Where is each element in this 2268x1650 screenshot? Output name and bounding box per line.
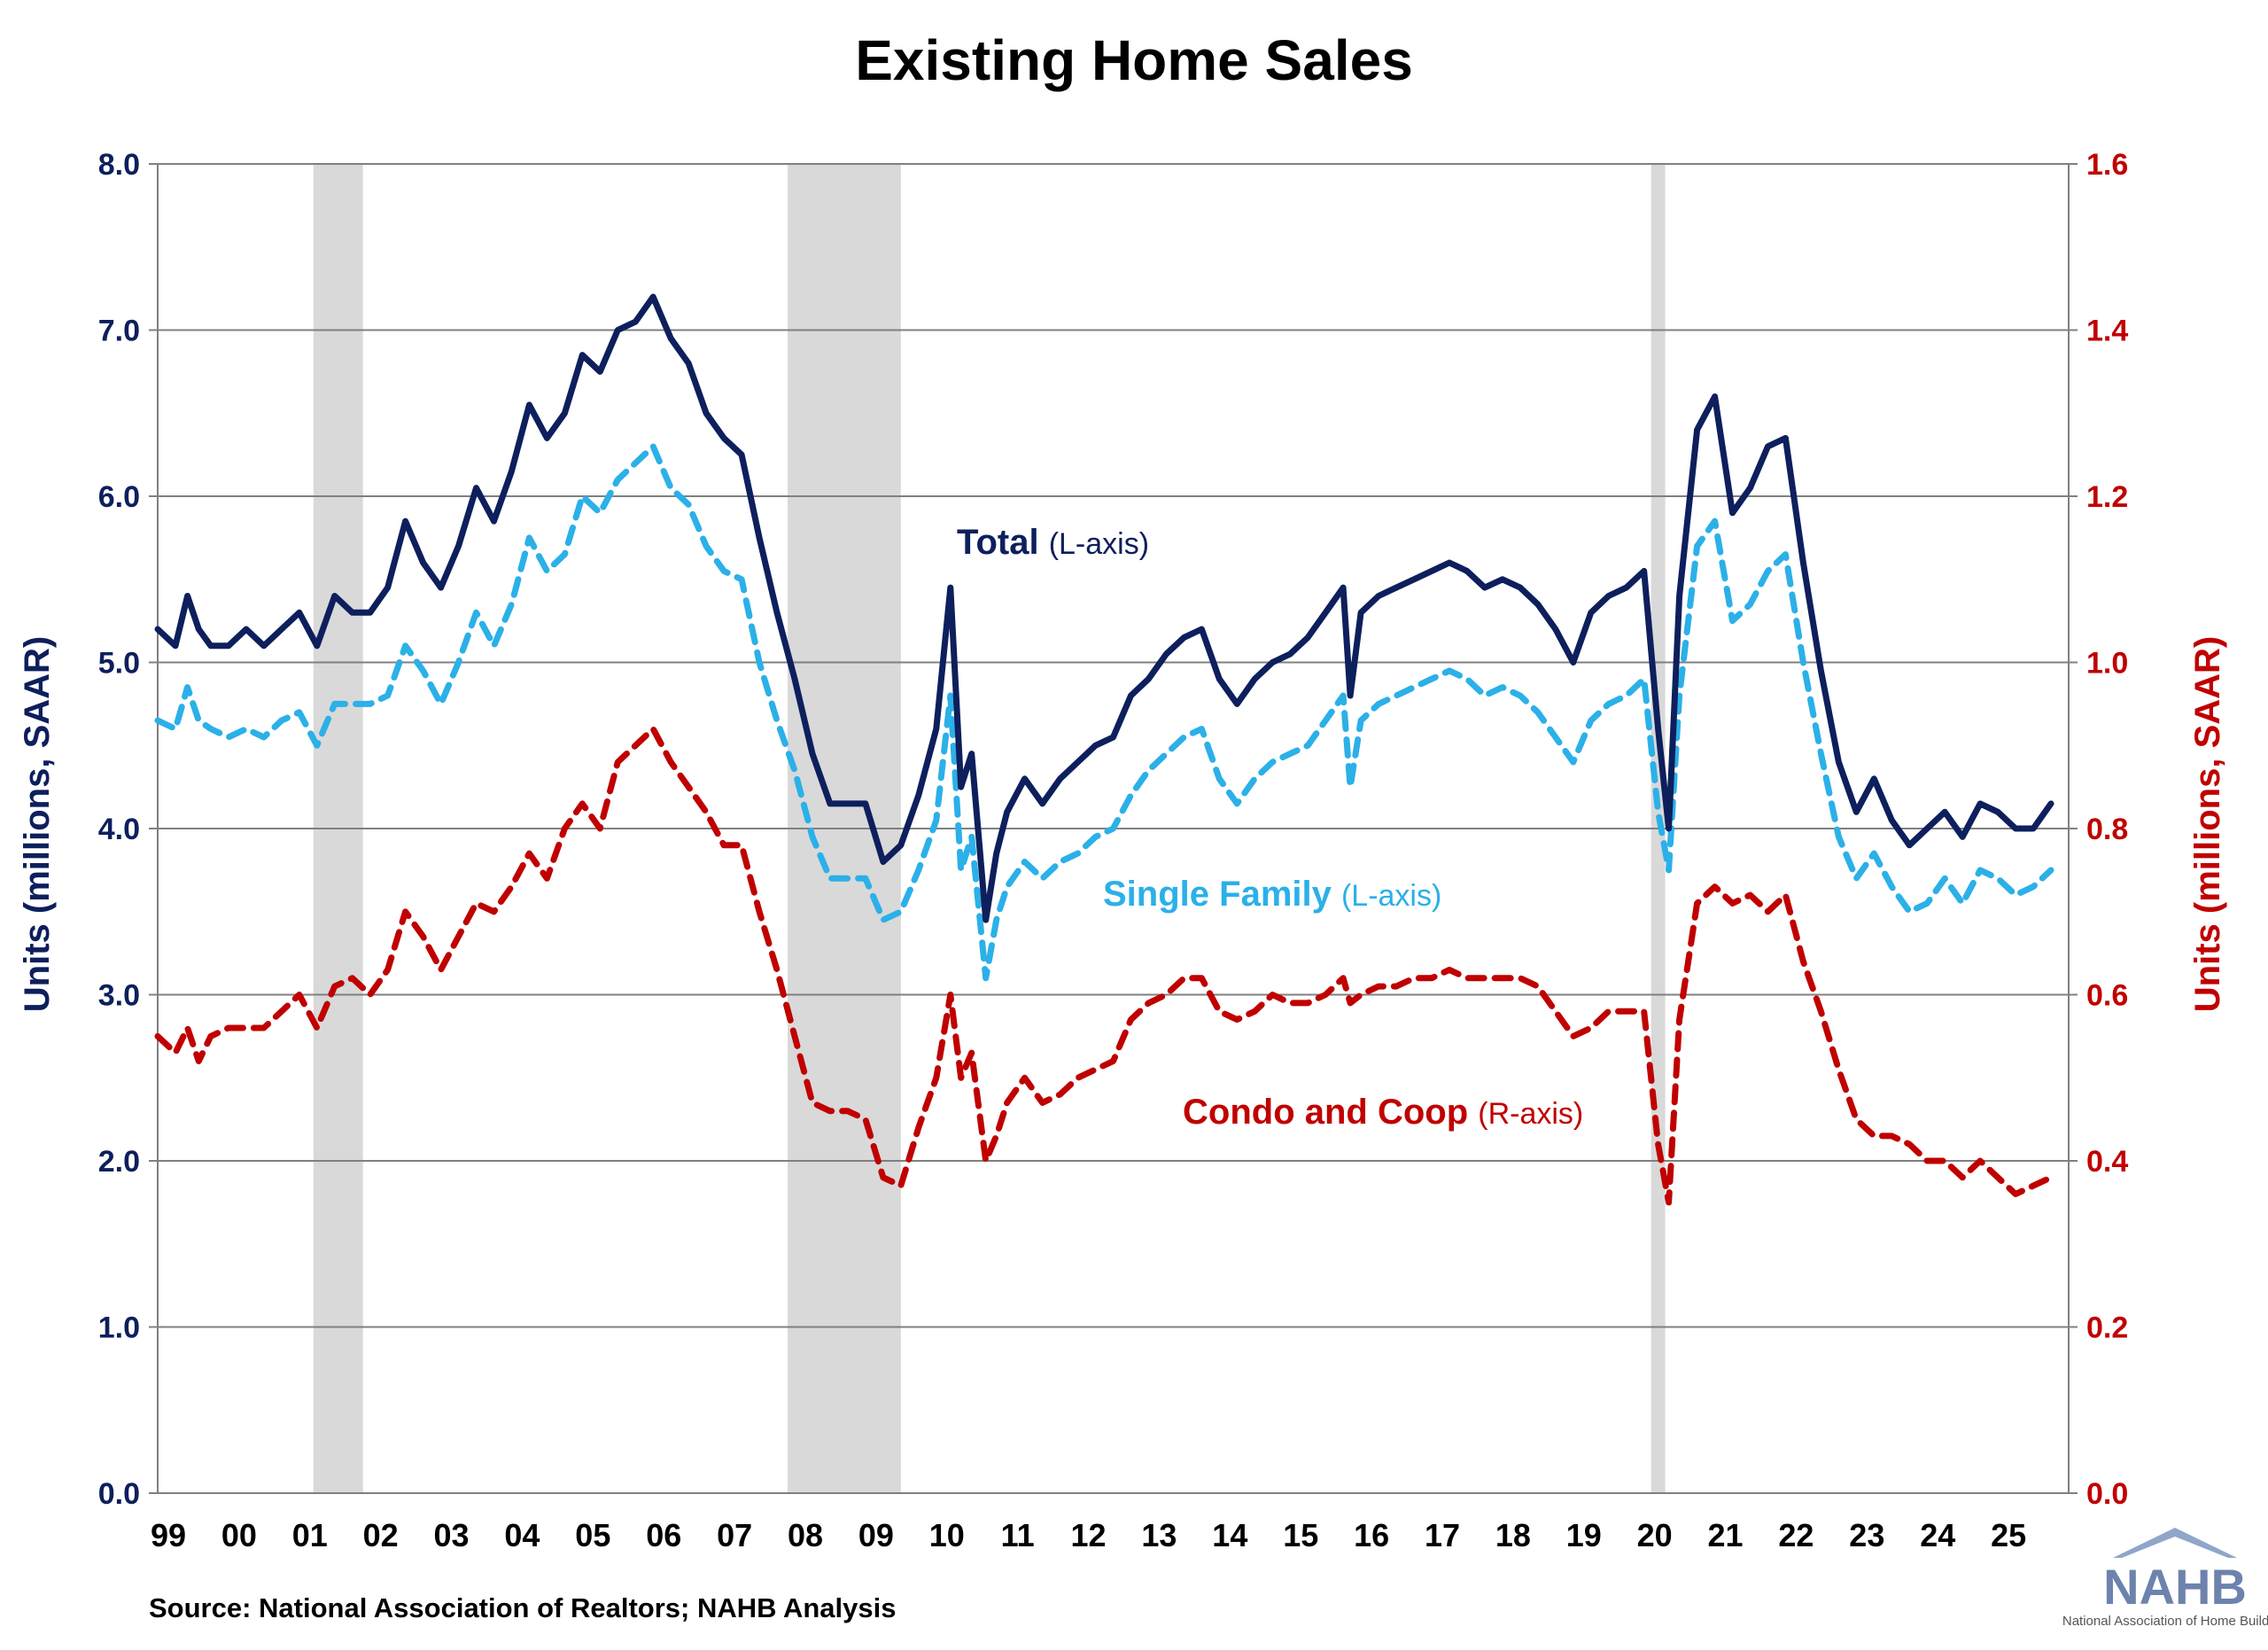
logo-subtitle: National Association of Home Builders — [2062, 1614, 2268, 1629]
right-tick-label: 1.0 — [2086, 647, 2128, 681]
left-tick-label: 7.0 — [98, 315, 140, 348]
x-tick-label: 00 — [221, 1517, 257, 1553]
left-tick-label: 4.0 — [98, 813, 140, 846]
x-tick-label: 09 — [858, 1517, 894, 1553]
annotation-series-name: Total — [957, 523, 1049, 562]
x-tick-label: 12 — [1071, 1517, 1107, 1553]
x-tick-label: 14 — [1212, 1517, 1247, 1553]
annotation-series-name: Condo and Coop — [1183, 1093, 1478, 1132]
right-tick-label: 1.2 — [2086, 480, 2128, 514]
left-axis-label: Units (millions, SAAR) — [18, 636, 57, 1012]
x-tick-label: 07 — [717, 1517, 752, 1553]
nahb-logo: NAHB National Association of Home Builde… — [2062, 1528, 2268, 1629]
right-axis-label: Units (millions, SAAR) — [2188, 636, 2227, 1012]
x-tick-label: 19 — [1566, 1517, 1602, 1553]
x-tick-label: 16 — [1354, 1517, 1389, 1553]
x-tick-label: 18 — [1495, 1517, 1531, 1553]
x-tick-label: 01 — [292, 1517, 328, 1553]
x-tick-label: 13 — [1141, 1517, 1177, 1553]
house-roof-icon — [2113, 1528, 2237, 1558]
gridlines — [158, 163, 2069, 1328]
left-tick-label: 8.0 — [98, 148, 140, 182]
left-tick-label: 2.0 — [98, 1145, 140, 1179]
left-tick-label: 1.0 — [98, 1311, 140, 1345]
x-tick-label: 10 — [929, 1517, 965, 1553]
right-tick-label: 0.4 — [2086, 1145, 2128, 1179]
x-tick-label: 02 — [363, 1517, 399, 1553]
right-tick-label: 0.0 — [2086, 1477, 2128, 1511]
x-tick-label: 24 — [1920, 1517, 1955, 1553]
x-tick-label: 06 — [646, 1517, 681, 1553]
left-tick-label: 3.0 — [98, 979, 140, 1013]
left-tick-label: 0.0 — [98, 1477, 140, 1511]
series-line-total — [154, 293, 2054, 923]
x-tick-label: 23 — [1849, 1517, 1884, 1553]
right-tick-label: 0.8 — [2086, 813, 2128, 846]
series-lines — [154, 293, 2054, 1206]
x-tick-label: 20 — [1637, 1517, 1673, 1553]
left-tick-label: 6.0 — [98, 480, 140, 514]
right-tick-label: 0.6 — [2086, 979, 2128, 1013]
x-tick-label: 08 — [788, 1517, 823, 1553]
annotation-axis-note: (R-axis) — [1478, 1097, 1583, 1131]
tick-labels: 0.0 1.0 2.0 3.0 4.0 5.0 6.0 7.0 8.0 0.0 0.2 0.4 0.6 0… — [98, 148, 2129, 1553]
chart-title: Existing Home Sales — [855, 28, 1413, 92]
x-tick-label: 04 — [504, 1517, 540, 1553]
series-line-condo-and-coop — [154, 726, 2054, 1206]
annotation-axis-note: (L-axis) — [1341, 879, 1441, 913]
x-tick-label: 21 — [1708, 1517, 1744, 1553]
source-note: Source: National Association of Realtors… — [149, 1592, 896, 1623]
x-tick-label: 11 — [1001, 1517, 1035, 1553]
x-tick-label: 15 — [1283, 1517, 1318, 1553]
axes — [149, 163, 2078, 1494]
annotation-condo-and-coop: Condo and Coop (R-axis) — [1183, 1093, 1583, 1132]
annotation-series-name: Single Family — [1103, 875, 1341, 914]
x-tick-label: 03 — [434, 1517, 470, 1553]
annotation-total: Total (L-axis) — [957, 523, 1149, 562]
logo-text: NAHB — [2103, 1559, 2247, 1615]
right-tick-label: 1.4 — [2086, 315, 2128, 348]
right-tick-label: 1.6 — [2086, 148, 2128, 182]
x-tick-label: 05 — [575, 1517, 610, 1553]
x-tick-label: 17 — [1425, 1517, 1460, 1553]
x-tick-label: 99 — [151, 1517, 186, 1553]
right-tick-label: 0.2 — [2086, 1311, 2128, 1345]
series-line-single-family — [154, 443, 2054, 982]
annotation-axis-note: (L-axis) — [1049, 527, 1149, 561]
annotation-single-family: Single Family (L-axis) — [1103, 875, 1441, 914]
x-tick-label: 22 — [1778, 1517, 1814, 1553]
left-tick-label: 5.0 — [98, 647, 140, 681]
x-tick-label: 25 — [1991, 1517, 2026, 1553]
series-annotations: Total (L-axis)Single Family (L-axis)Cond… — [957, 523, 1583, 1132]
